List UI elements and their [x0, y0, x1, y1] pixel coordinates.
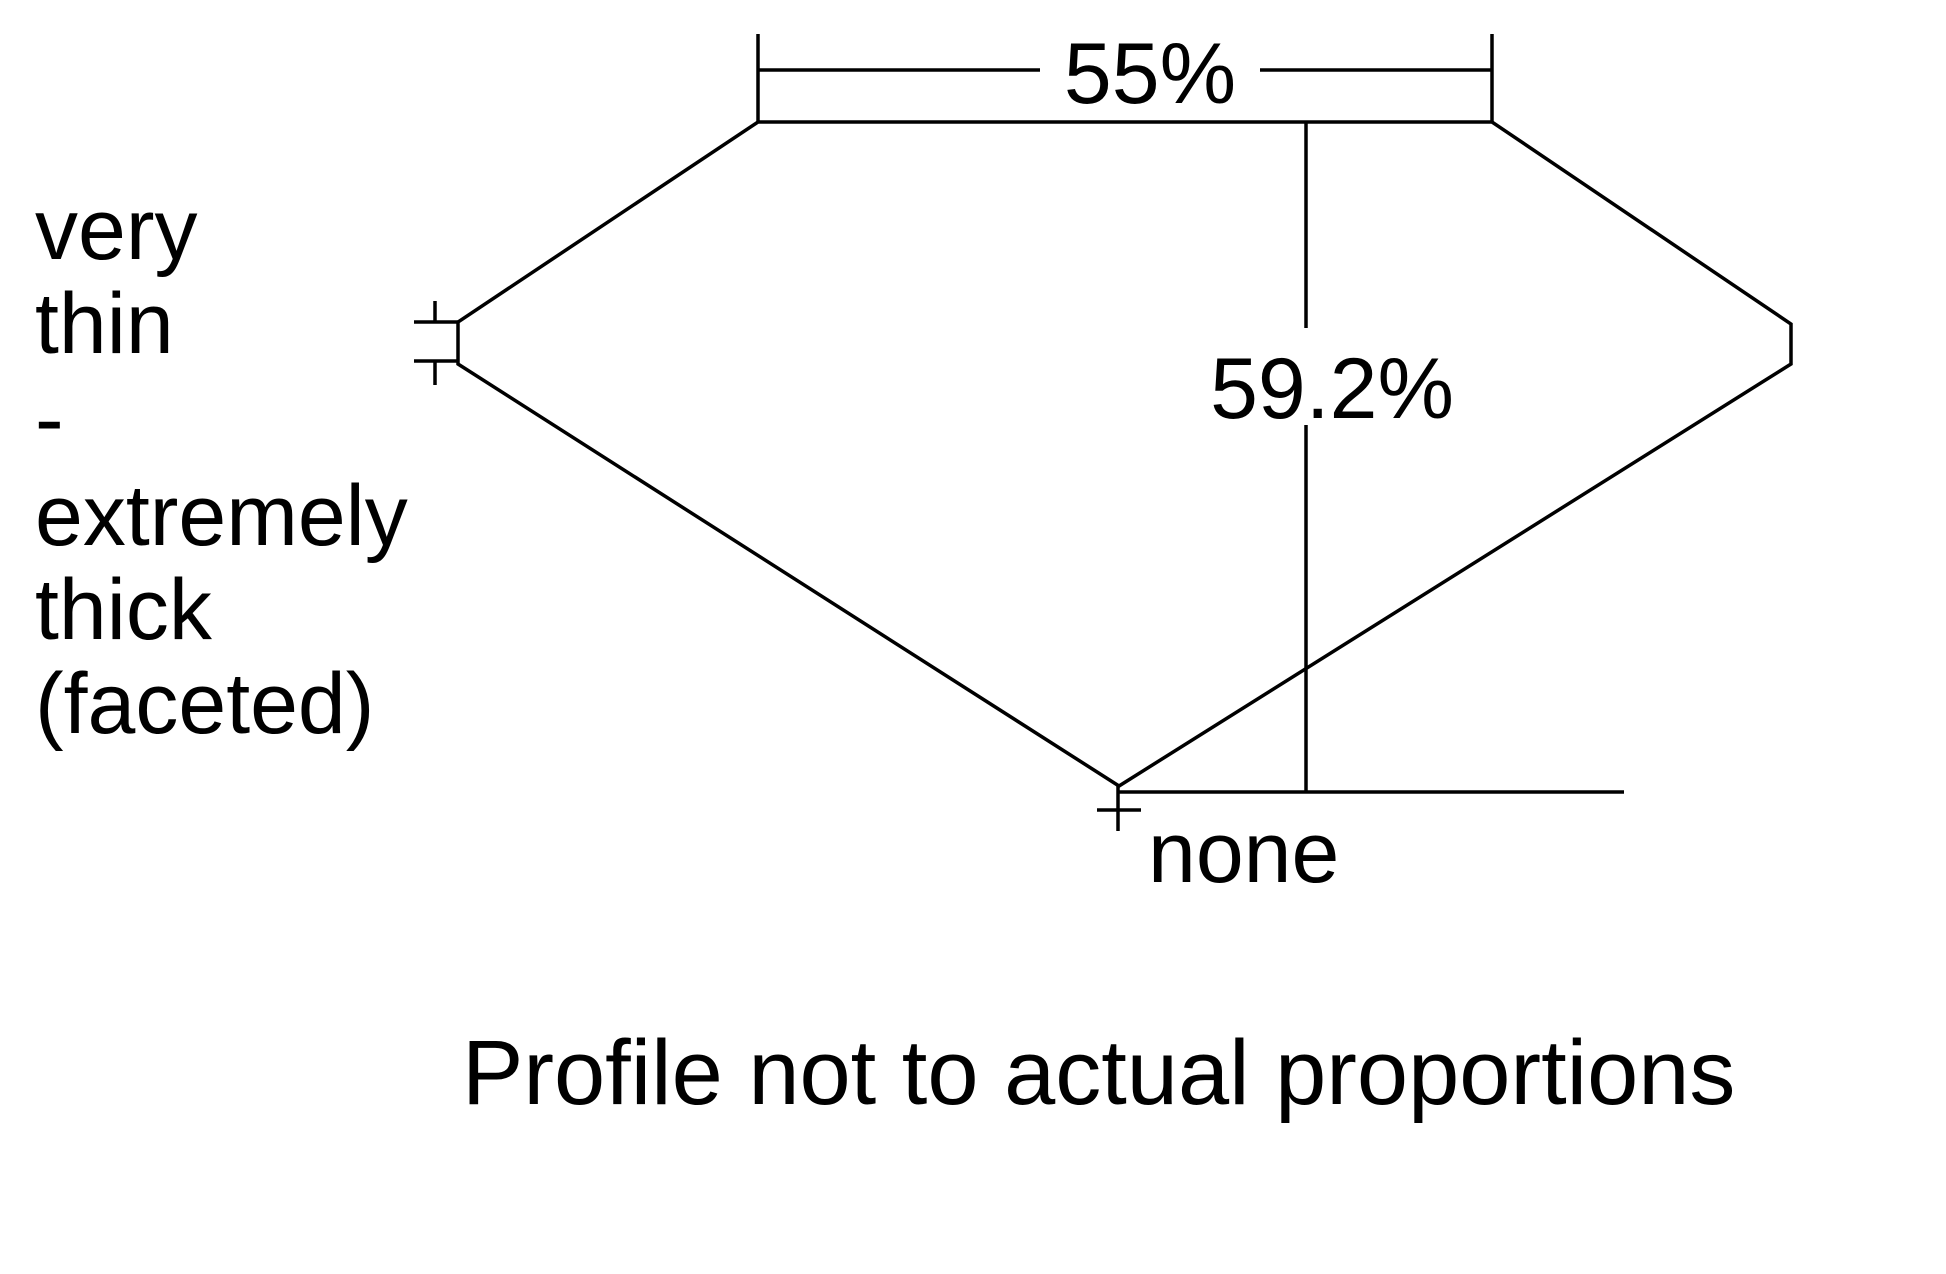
- gem-outline: [456, 120, 1793, 789]
- girdle-line: thin: [35, 276, 174, 372]
- girdle-description: very thin - extremely thick (faceted): [35, 182, 408, 752]
- girdle-line: extremely: [35, 468, 408, 564]
- girdle-marker-icon: [414, 301, 458, 385]
- culet-label: none: [1148, 805, 1339, 901]
- total-depth-label: 59.2%: [1210, 341, 1454, 437]
- footnote: Profile not to actual proportions: [462, 1022, 1735, 1124]
- girdle-line: -: [35, 371, 64, 467]
- girdle-line: (faceted): [35, 656, 374, 752]
- girdle-line: very: [35, 182, 197, 278]
- girdle-line: thick: [35, 562, 213, 658]
- table-percent-label: 55%: [1064, 26, 1236, 122]
- culet-marker-icon: [1097, 786, 1141, 831]
